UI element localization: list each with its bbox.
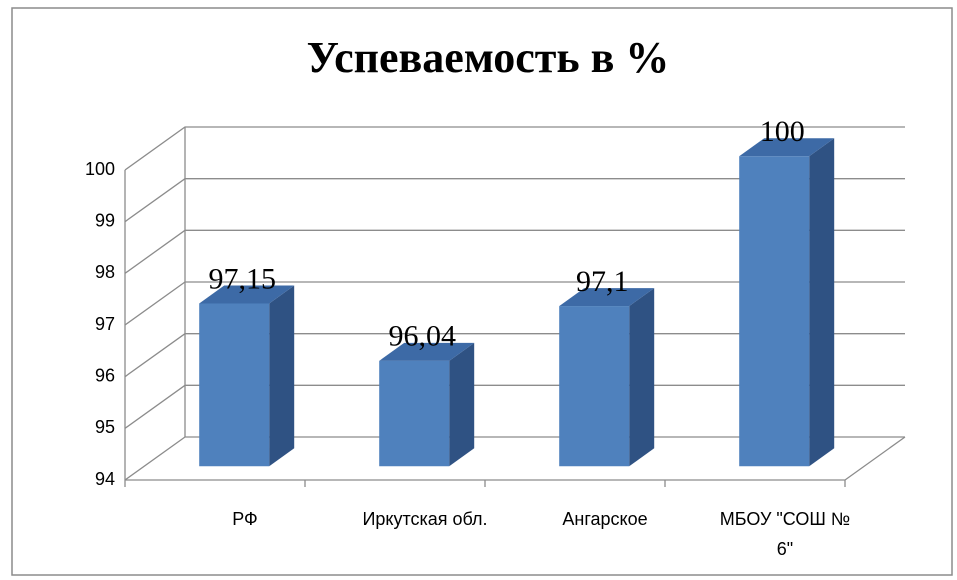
- bar-top: [559, 288, 655, 307]
- x-tick-label: МБОУ "СОШ № 6": [720, 509, 850, 559]
- chart-title: Успеваемость в %: [307, 33, 670, 82]
- x-tick-label: Иркутская обл.: [362, 509, 487, 529]
- y-tick-label: 100: [85, 159, 115, 179]
- y-tick-label: 98: [95, 262, 115, 282]
- value-label: 100: [760, 115, 805, 148]
- bar-top: [379, 342, 475, 361]
- bar-side: [629, 288, 655, 467]
- bar-top: [739, 138, 835, 157]
- y-tick-label: 99: [95, 210, 115, 230]
- y-tick-label: 97: [95, 314, 115, 334]
- x-tick-label-line: МБОУ "СОШ №: [720, 509, 850, 529]
- x-tick-label-line: 6": [777, 539, 793, 559]
- bar: [559, 306, 630, 467]
- value-label: 97,1: [576, 265, 629, 298]
- value-label: 97,15: [208, 262, 276, 295]
- bar: [199, 303, 270, 467]
- bar: [379, 360, 450, 467]
- x-tick-label: РФ: [232, 509, 258, 529]
- y-tick-label: 94: [95, 469, 115, 489]
- value-label: 96,04: [388, 320, 456, 353]
- y-tick-label: 96: [95, 365, 115, 385]
- y-tick-label: 95: [95, 417, 115, 437]
- x-tick-label: Ангарское: [562, 509, 647, 529]
- bar-side: [269, 285, 295, 467]
- bar: [739, 156, 810, 467]
- bar-side: [809, 138, 835, 467]
- bar-top: [199, 285, 295, 304]
- bar-side: [449, 342, 475, 467]
